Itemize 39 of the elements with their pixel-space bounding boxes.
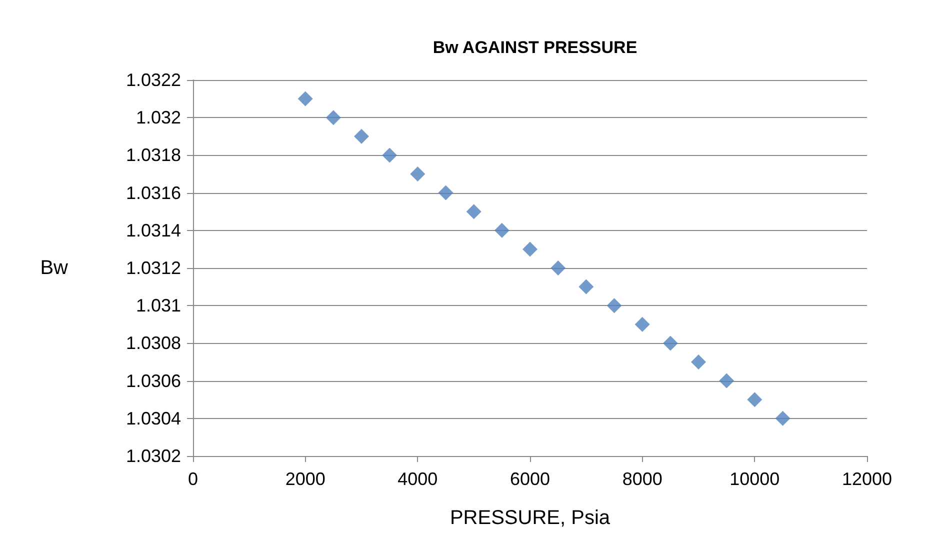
point (522, 242, 538, 257)
x-axis-title: PRESSURE, Psia (450, 507, 611, 529)
point (410, 166, 426, 182)
point (494, 222, 510, 238)
chart-title: Bw AGAINST PRESSURE (432, 38, 638, 57)
y-tick-label: 1.0322 (126, 70, 181, 90)
point (298, 91, 313, 106)
y-tick-label: 1.0302 (126, 446, 181, 466)
point (747, 392, 762, 408)
y-tick-label: 1.0308 (126, 333, 181, 354)
x-tick-label: 12000 (842, 469, 892, 489)
y-tick-label: 1.0314 (126, 220, 181, 240)
point (775, 410, 790, 426)
point (719, 373, 734, 388)
point (550, 260, 566, 276)
x-tick-label: 4000 (398, 469, 438, 489)
point (578, 279, 594, 294)
y-tick-label: 1.0316 (126, 182, 181, 203)
y-tick-label: 1.031 (136, 296, 181, 316)
y-tick-label: 1.0318 (126, 145, 181, 166)
point (634, 316, 650, 332)
x-tick-label: 2000 (285, 469, 326, 489)
x-tick-label: 6000 (510, 469, 550, 489)
point (606, 298, 622, 314)
x-tick-label: 10000 (730, 469, 780, 489)
point (466, 204, 482, 220)
point (326, 110, 341, 126)
point (354, 128, 369, 144)
x-tick-label: 0 (188, 469, 198, 489)
point (662, 336, 678, 351)
y-tick-label: 1.0304 (126, 408, 181, 428)
x-tick-label: 8000 (622, 469, 662, 489)
point (382, 148, 398, 163)
y-tick-label: 1.0312 (126, 258, 181, 278)
y-axis-title: Bw (40, 257, 69, 279)
point (438, 185, 454, 200)
y-tick-label: 1.0306 (126, 370, 181, 391)
point (691, 354, 706, 370)
y-tick-label: 1.032 (136, 108, 181, 128)
